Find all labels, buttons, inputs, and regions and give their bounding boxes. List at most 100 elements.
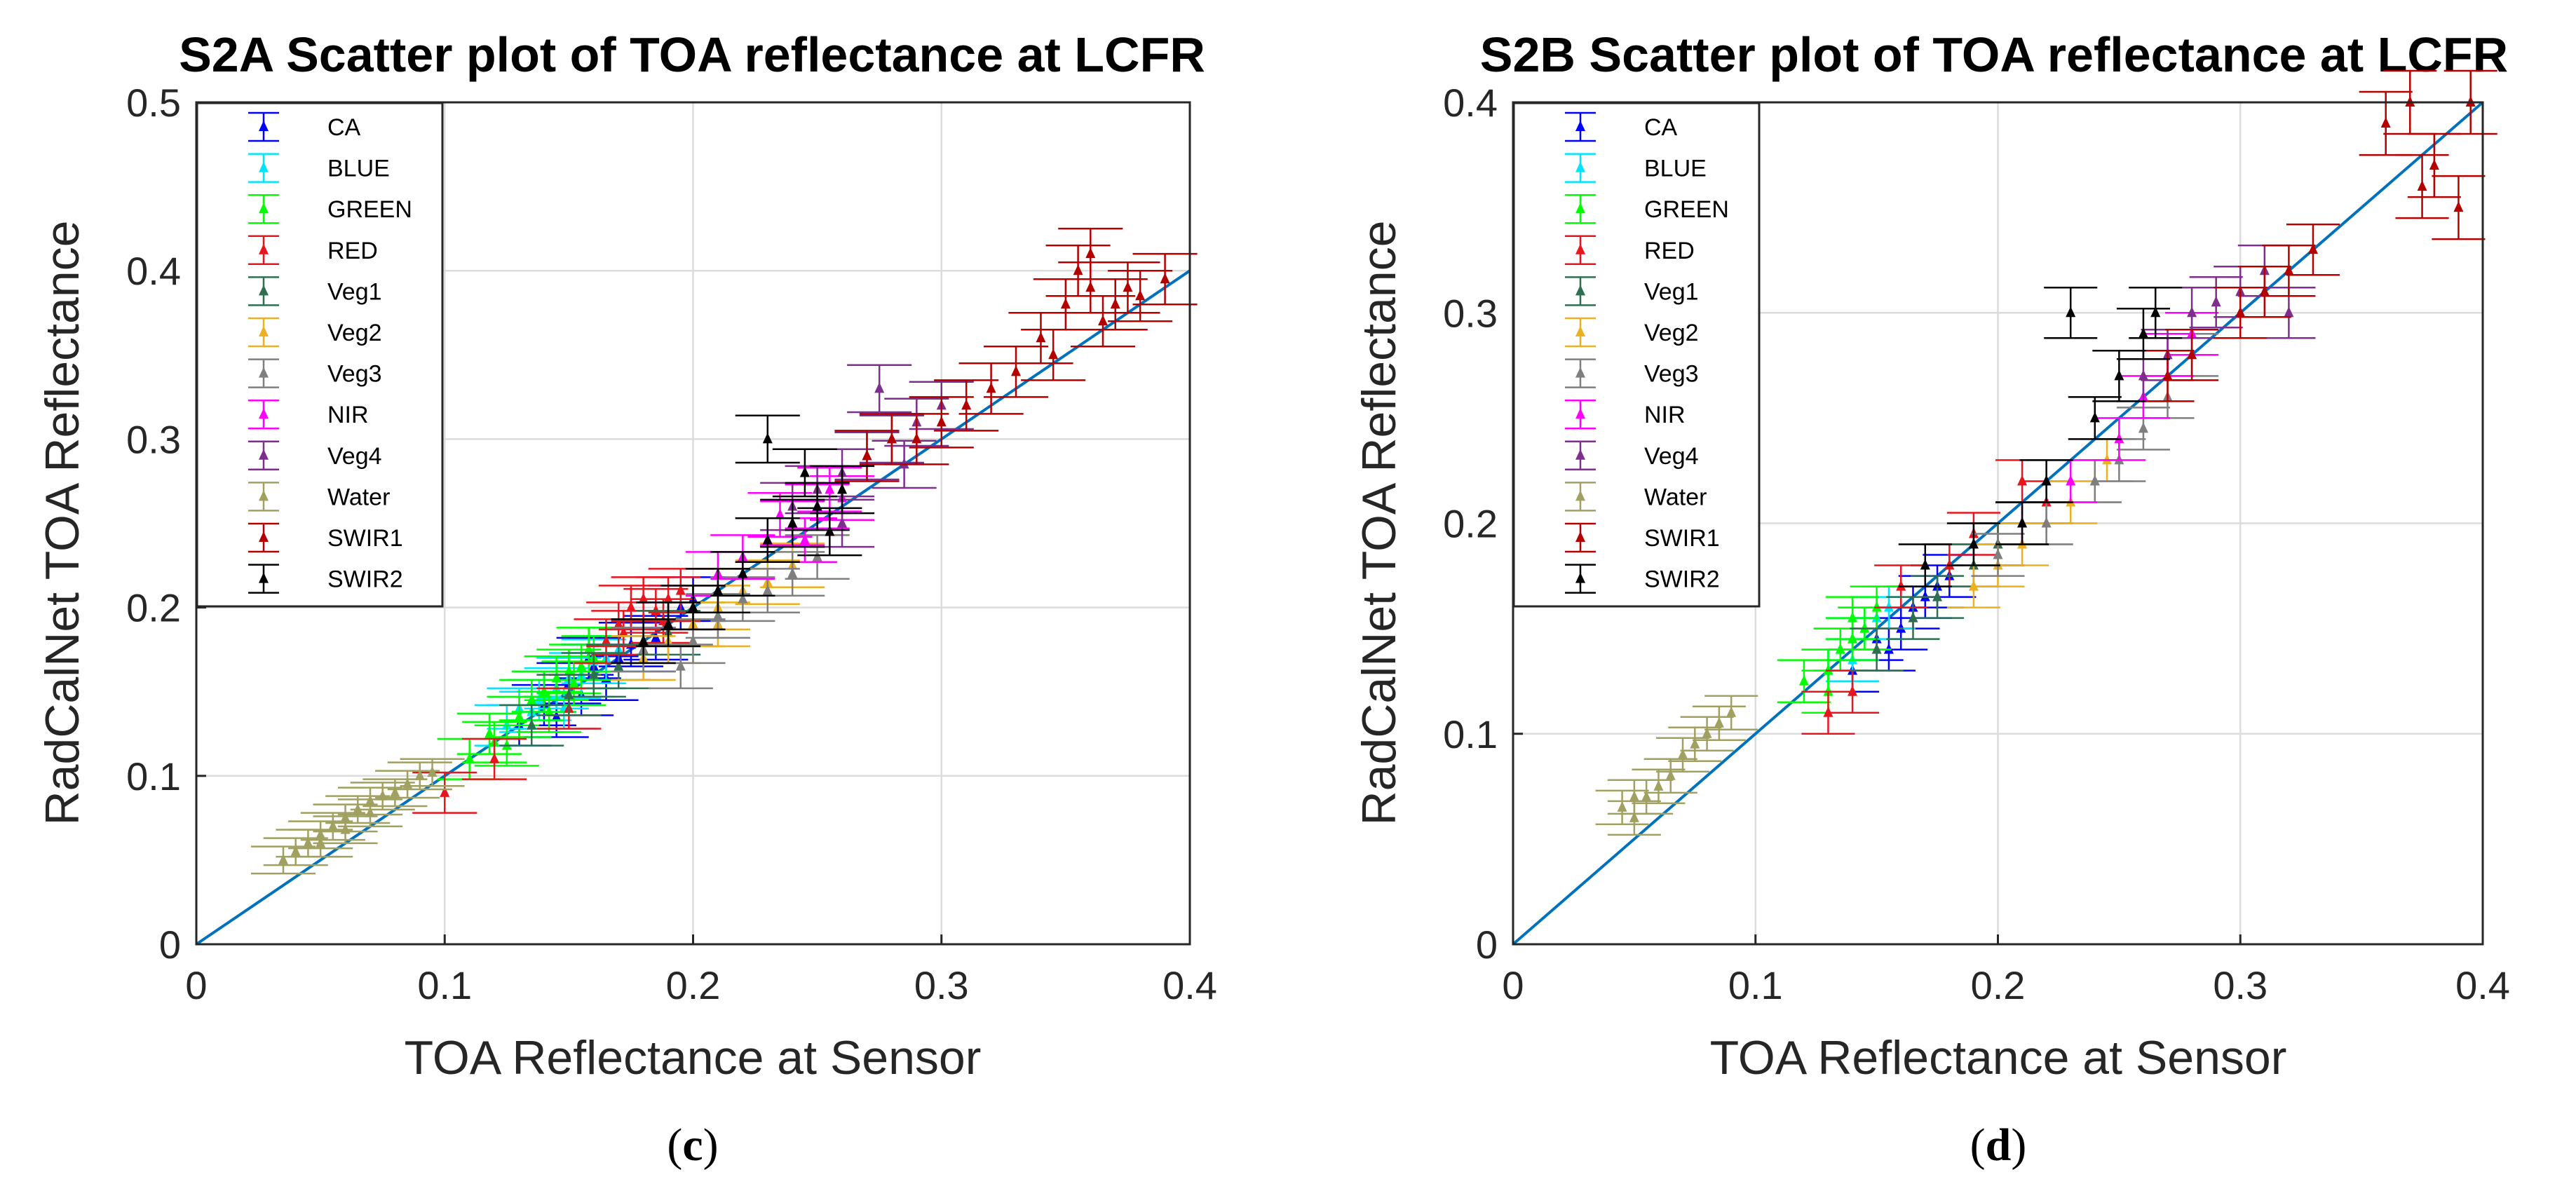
panel-c-data-point <box>1036 332 1046 343</box>
subfigure-label-d-open: ( <box>1970 1119 1986 1171</box>
panel-c-data-point <box>489 752 500 763</box>
panel-c-chart: S2A Scatter plot of TOA reflectance at L… <box>36 27 1217 1084</box>
panel-c-data-point <box>961 399 972 410</box>
panel-c-legend-marker <box>259 326 269 336</box>
panel-c-data-point <box>638 592 649 604</box>
panel-d-data-point <box>2017 475 2028 486</box>
panel-d-legend-entry: Water <box>1565 482 1707 512</box>
panel-d-data-point <box>2417 180 2427 191</box>
panel-d-data-point <box>1835 643 1845 654</box>
subfigure-label-d-close: ) <box>2011 1119 2026 1171</box>
panel-c-tick-labels: 0 0.1 0.2 0.3 0.4 0 0.1 0.2 0.3 0.4 0.5 <box>126 81 1217 1007</box>
panel-c-legend-marker <box>259 572 269 583</box>
panel-d-data-point <box>2066 475 2076 486</box>
panel-c-data-point <box>762 433 773 444</box>
panel-d-legend-marker <box>1575 285 1585 296</box>
panel-c-legend-entry: SWIR2 <box>248 564 403 594</box>
panel-d-legend-entry: Veg4 <box>1565 440 1699 471</box>
panel-d-legend-entry: RED <box>1565 235 1695 266</box>
panel-c-series-swir2 <box>611 414 875 665</box>
panel-d-legend-entry: SWIR2 <box>1565 564 1720 594</box>
panel-d-data-point <box>2380 117 2391 128</box>
panel-c-data-point <box>390 786 400 797</box>
panel-c-legend-marker <box>259 121 269 131</box>
panel-c-data-point <box>564 665 574 676</box>
panel-c-legend-label: Veg4 <box>327 443 382 470</box>
panel-d-legend-label: SWIR2 <box>1644 566 1720 593</box>
subfigure-label-c-letter: c <box>682 1119 703 1171</box>
panel-c-grid <box>196 102 1190 944</box>
panel-c-data-point <box>1160 273 1170 284</box>
panel-c-data-point <box>738 592 748 604</box>
panel-d-title: S2B Scatter plot of TOA reflectance at L… <box>1480 27 2508 82</box>
panel-d-legend-marker <box>1575 161 1585 172</box>
panel-c-data-point <box>837 483 848 494</box>
panel-c-data-point <box>738 567 748 578</box>
panel-d-data-point <box>2089 411 2100 423</box>
panel-d-data-point <box>2162 369 2173 381</box>
panel-c-x-tick-label: 0 <box>185 963 207 1007</box>
panel-d-x-tick-label: 0.1 <box>1728 963 1783 1007</box>
panel-c-legend-label: Veg2 <box>327 320 382 346</box>
panel-d-legend-box <box>1512 102 1761 608</box>
panel-c-x-tick-label: 0.2 <box>666 963 721 1007</box>
panel-d-legend-marker <box>1575 572 1585 583</box>
panel-c-data-point <box>527 693 537 705</box>
panel-c-data-point <box>601 634 611 646</box>
panel-d-data-point <box>2138 369 2148 381</box>
panel-c-data-point <box>899 458 909 469</box>
panel-c-x-tick-label: 0.3 <box>914 963 969 1007</box>
panel-d-data-point <box>1617 801 1627 812</box>
panel-c-data-point <box>614 618 624 629</box>
panel-c-data-point <box>911 433 922 444</box>
panel-d-data-point <box>2102 454 2113 465</box>
panel-c-legend-label: Veg1 <box>327 278 382 305</box>
panel-d-data-point <box>2259 285 2270 297</box>
panel-c-legend-marker <box>259 161 269 172</box>
panel-d-legend-label: SWIR1 <box>1644 525 1720 552</box>
panel-d-legend-marker <box>1575 367 1585 378</box>
panel-d-data-point <box>1629 811 1639 822</box>
panel-d-data-point <box>2017 517 2028 528</box>
panel-d-data-point <box>1678 748 1688 759</box>
panel-c-legend-label: BLUE <box>327 156 390 182</box>
panel-d-data-point <box>1859 622 1870 633</box>
panel-d-data-point <box>1908 611 1918 622</box>
panel-c-data-point <box>799 533 810 545</box>
panel-d-data-point <box>2187 348 2197 360</box>
panel-d-data-point <box>1714 716 1724 728</box>
panel-d-data-point <box>1823 706 1833 717</box>
panel-c-data-point <box>501 739 512 750</box>
panel-c-legend-marker <box>259 243 269 254</box>
panel-d-data-point <box>1968 538 1979 549</box>
panel-c-legend-marker <box>259 408 269 419</box>
panel-c-data-point <box>1048 348 1059 360</box>
panel-c-data-point <box>799 466 810 477</box>
panel-d-legend-label: Veg2 <box>1644 320 1699 346</box>
panel-d-data-point <box>1871 643 1882 654</box>
panel-c-data-point <box>290 845 301 856</box>
panel-d-data-point <box>1798 674 1809 686</box>
panel-c-data-point <box>675 660 686 671</box>
panel-c-legend-entry: BLUE <box>248 153 390 183</box>
panel-c-data-point <box>712 584 723 595</box>
panel-c-data-point <box>303 836 313 848</box>
panel-d-data-point <box>2307 243 2318 254</box>
panel-d-legend-entry: CA <box>1565 111 1678 142</box>
panel-d-x-tick-label: 0.4 <box>2455 963 2510 1007</box>
panel-d-legend-label: GREEN <box>1644 196 1729 223</box>
panel-c-data-point <box>663 618 674 629</box>
panel-d-legend-label: NIR <box>1644 402 1686 428</box>
panel-c-legend-entry: Veg3 <box>248 358 382 388</box>
panel-d-legend-label: Veg1 <box>1644 278 1699 305</box>
panel-c-data-point <box>414 769 425 780</box>
panel-d-data-point <box>1871 601 1882 612</box>
panel-c-y-tick-label: 0.5 <box>126 81 181 125</box>
panel-d-legend-marker <box>1575 326 1585 336</box>
panel-d-data-point <box>1702 727 1712 738</box>
panel-c-data-point <box>986 382 996 393</box>
panel-c-data-point <box>1135 290 1146 301</box>
panel-c-data-point <box>340 823 351 834</box>
panel-d-legend-marker <box>1575 449 1585 460</box>
